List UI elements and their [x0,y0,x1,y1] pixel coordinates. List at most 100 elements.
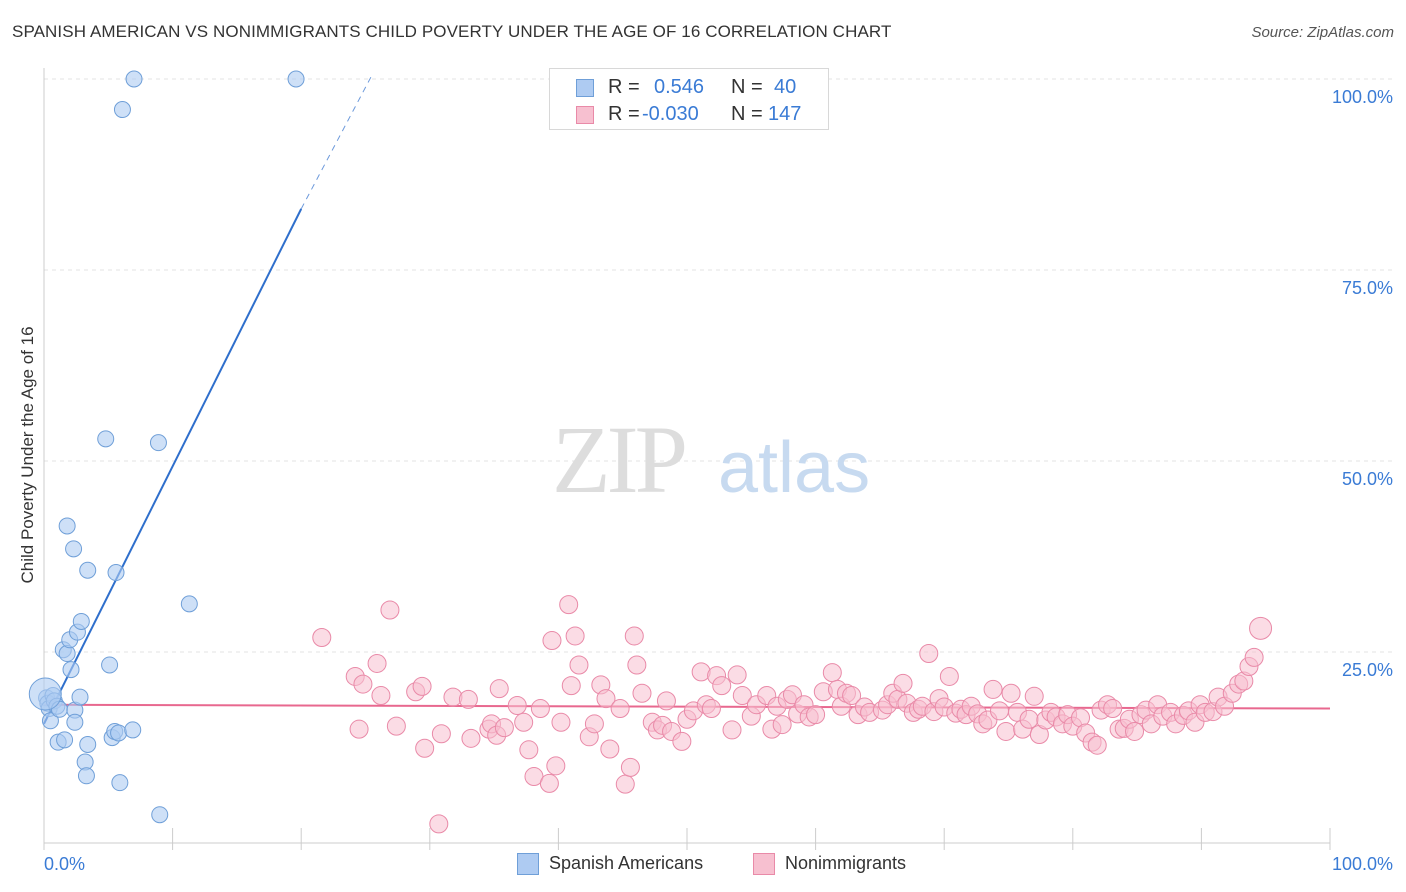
legend-row-spanish-americans: R = 0.546 N = 40 [550,74,828,100]
legend-label: Spanish Americans [549,853,704,873]
nonimmigrants-point [919,644,939,664]
trend-line-spanish-americans-extension [300,74,373,210]
legend-label: Nonimmigrants [785,853,907,873]
nonimmigrants-point [672,731,692,751]
nonimmigrants-point [806,705,826,725]
nonimmigrants-point [842,686,862,706]
spanish-americans-point [151,806,169,824]
nonimmigrants-point [596,689,616,709]
nonimmigrants-point [1249,616,1273,640]
nonimmigrants-point [939,666,959,686]
nonimmigrants-point [380,600,400,620]
series-legend: Spanish Americans Nonimmigrants [0,851,1406,879]
nonimmigrants-point [610,699,630,719]
nonimmigrants-point [569,655,589,675]
nonimmigrants-point [620,757,640,777]
spanish-americans-point [28,677,62,711]
nonimmigrants-point [822,663,842,683]
nonimmigrants-point [584,714,604,734]
axes [43,68,1331,850]
watermark-atlas: atlas [718,428,870,508]
nonimmigrants-point [353,674,373,694]
nonimmigrants-point [624,626,644,646]
nonimmigrants-point [1125,721,1145,741]
legend-r-label: R = [608,103,640,125]
nonimmigrants-point [727,665,747,685]
spanish-americans-point [149,434,167,452]
nonimmigrants-points [312,595,1273,834]
correlation-legend: R = 0.546 N = 40 R = -0.030 N = 147 [549,68,829,130]
nonimmigrants-point [367,653,387,673]
spanish-americans-point [77,767,95,785]
y-tick-label: 100.0% [1332,87,1393,107]
spanish-americans-point [107,564,125,582]
nonimmigrants-point [514,712,534,732]
spanish-americans-point [72,612,90,630]
nonimmigrants-point [1087,735,1107,755]
nonimmigrants-point [701,699,721,719]
nonimmigrants-point [712,676,732,696]
nonimmigrants-point [507,695,527,715]
legend-r-value: -0.030 [642,103,699,125]
nonimmigrants-point [431,724,451,744]
tick-labels: 25.0% 50.0% 75.0% 100.0% 0.0% 100.0% [44,87,1393,874]
nonimmigrants-point [539,773,559,793]
nonimmigrants-point [551,712,571,732]
nonimmigrants-point [519,740,539,760]
watermark: ZIP atlas [552,406,870,513]
nonimmigrants-point [371,686,391,706]
nonimmigrants-point [546,756,566,776]
nonimmigrants-point [494,718,514,738]
trend-lines [43,74,1331,725]
nonimmigrants-point [429,814,449,834]
nonimmigrants-point [530,699,550,719]
nonimmigrants-point [561,676,581,696]
watermark-zip: ZIP [552,406,685,513]
nonimmigrants-point [415,738,435,758]
legend-r-label: R = [608,76,640,98]
spanish-americans-point [101,656,119,674]
nonimmigrants-point [542,631,562,651]
chart-title: SPANISH AMERICAN VS NONIMMIGRANTS CHILD … [12,22,892,41]
nonimmigrants-point [312,627,332,647]
nonimmigrants-point [461,728,481,748]
spanish-americans-point [58,645,76,663]
nonimmigrants-point [458,689,478,709]
nonimmigrants-point [722,720,742,740]
nonimmigrants-point [627,655,647,675]
nonimmigrants-point [1244,647,1264,667]
y-axis-label: Child Poverty Under the Age of 16 [18,326,37,584]
spanish-americans-point [124,721,142,739]
nonimmigrants-point [386,716,406,736]
spanish-americans-point [97,430,115,448]
nonimmigrants-point [983,679,1003,699]
spanish-americans-point [41,712,59,730]
y-tick-label: 75.0% [1342,278,1393,298]
spanish-americans-point [113,101,131,119]
spanish-americans-point [66,713,84,731]
spanish-americans-point [287,70,305,88]
nonimmigrants-point [1103,699,1123,719]
x-tick-label-max: 100.0% [1332,854,1393,874]
spanish-americans-point [65,540,83,558]
legend-n-label: N = [731,76,763,98]
nonimmigrants-point [1001,683,1021,703]
spanish-americans-point [111,774,129,792]
nonimmigrants-point [989,701,1009,721]
trend-line-spanish-americans [43,208,303,725]
nonimmigrants-point [1024,686,1044,706]
nonimmigrants-point [412,676,432,696]
spanish-americans-point [79,561,97,579]
nonimmigrants-point [489,679,509,699]
nonimmigrants-point [656,691,676,711]
spanish-americans-point [125,70,143,88]
spanish-americans-point [110,724,128,742]
legend-n-value: 147 [768,103,802,125]
gridlines [44,78,1392,653]
nonimmigrants-point [565,626,585,646]
legend-swatch-pink [753,853,775,875]
legend-swatch-blue [517,853,539,875]
x-tick-label-min: 0.0% [44,854,85,874]
nonimmigrants-point [732,686,752,706]
